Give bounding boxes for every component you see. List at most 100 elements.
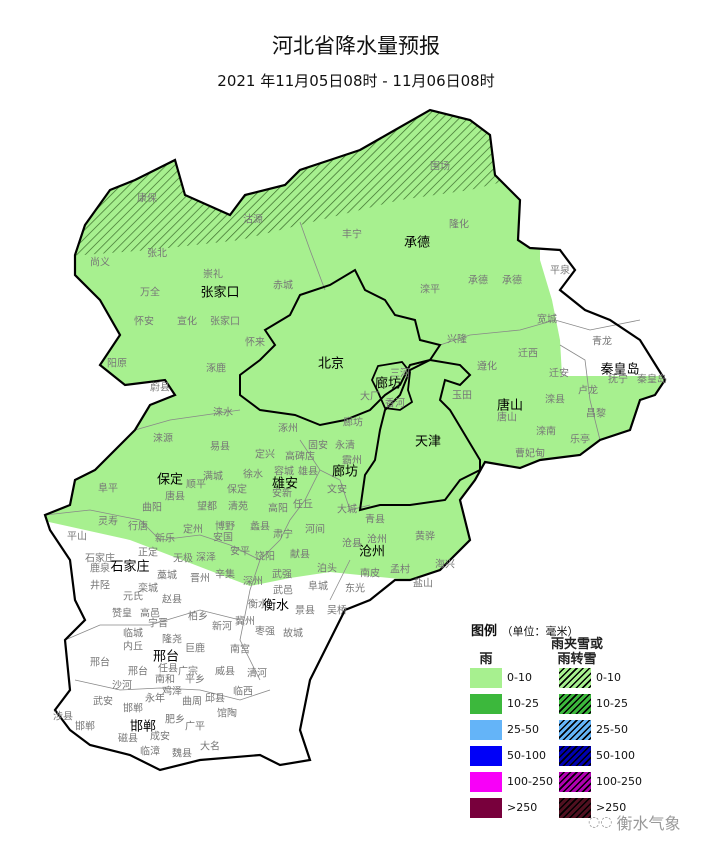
county-label: 唐山 [497, 412, 517, 424]
county-label: 广平 [185, 721, 205, 733]
county-label: 定兴 [255, 449, 275, 461]
city-label: 北京 [317, 356, 345, 372]
county-label: 正定 [138, 547, 158, 559]
legend-sleet-label: 50-100 [596, 749, 635, 762]
county-label: 丰宁 [342, 229, 362, 241]
county-label: 沧州 [367, 534, 387, 546]
county-label: 柏乡 [188, 611, 208, 623]
prefecture-boundaries [44, 221, 641, 701]
county-label: 井陉 [90, 580, 110, 592]
county-label: 赞皇 [112, 608, 132, 620]
county-label: 顺平 [186, 479, 206, 491]
legend-rain-label: 50-100 [507, 749, 546, 762]
county-label: 蠡县 [250, 521, 270, 533]
county-label: 兴隆 [447, 334, 467, 346]
city-label: 保定 [156, 472, 184, 488]
county-label: 景县 [295, 605, 315, 617]
city-label: 廊坊 [331, 464, 359, 480]
county-label: 河间 [305, 524, 325, 536]
county-label: 容城 [274, 466, 294, 478]
county-label: 任丘 [293, 499, 313, 511]
county-label: 内丘 [123, 641, 143, 653]
county-label: 大厂 [360, 391, 380, 403]
county-label: 徐水 [243, 469, 263, 481]
county-label: 黄骅 [415, 531, 435, 543]
county-label: 威县 [215, 666, 235, 678]
county-label: 万全 [140, 287, 160, 299]
county-label: 邯郸 [75, 721, 95, 733]
county-label: 怀安 [134, 316, 154, 328]
county-label: 玉田 [452, 390, 472, 402]
county-label: 唐县 [165, 491, 185, 503]
county-label: 安新 [272, 488, 292, 500]
county-label: 承德 [502, 275, 522, 287]
county-label: 围场 [430, 161, 450, 173]
county-label: 馆陶 [217, 708, 237, 720]
county-label: 广宗 [178, 666, 198, 678]
legend-rain-label: 0-10 [507, 671, 532, 684]
county-label: 枣强 [255, 626, 275, 638]
county-label: 邱县 [205, 693, 225, 705]
county-label: 满城 [203, 471, 223, 483]
county-label: 清河 [247, 668, 267, 680]
county-label: 临西 [233, 686, 253, 698]
county-label: 武安 [93, 696, 113, 708]
county-label: 曲阳 [142, 502, 162, 514]
county-label: 晋州 [190, 573, 210, 585]
legend-sleet-label: 100-250 [596, 775, 642, 788]
county-label: 固安 [308, 440, 328, 452]
county-label: 邢台 [128, 666, 148, 678]
legend-rain-header: 雨 [479, 652, 493, 667]
county-label: 南和 [155, 674, 175, 686]
city-label: 唐山 [496, 398, 524, 414]
county-label: 永年 [145, 693, 165, 705]
langfang-north-boundary [371, 361, 414, 411]
county-label: 宣化 [177, 316, 197, 328]
city-label: 衡水 [262, 598, 290, 614]
county-label: 海兴 [435, 559, 455, 571]
county-label: 霸州 [342, 455, 362, 467]
county-label: 抚宁 [608, 374, 628, 386]
county-label: 永清 [335, 440, 355, 452]
county-label: 栾城 [138, 583, 158, 595]
county-label: 秦皇岛 [637, 374, 667, 386]
county-label: 东光 [345, 583, 365, 595]
county-label: 无极 [173, 553, 193, 565]
county-label: 安平 [230, 546, 250, 558]
county-label: 新乐 [155, 533, 175, 545]
legend-sleet-label: 10-25 [596, 697, 628, 710]
county-label: 涞源 [153, 433, 173, 445]
city-label: 秦皇岛 [600, 362, 640, 378]
county-label: 赵县 [162, 594, 182, 606]
legend-rain-label: >250 [507, 801, 538, 814]
county-label: 遵化 [477, 361, 497, 373]
map-subtitle: 2021 年11月05日08时 - 11月06日08时 [217, 72, 495, 90]
county-label: 蔚县 [150, 382, 170, 394]
county-label: 南皮 [360, 568, 380, 580]
county-label: 冀州 [235, 616, 255, 628]
county-label: 深州 [243, 576, 263, 588]
legend-sleet-header-line2: 雨转雪 [557, 652, 597, 667]
county-label: 献县 [290, 549, 310, 561]
county-label: 肃宁 [273, 529, 293, 541]
wechat-icon: ◌◌ [588, 814, 613, 830]
beijing-boundary [239, 268, 442, 427]
city-label: 张家口 [200, 285, 240, 301]
county-label: 乐亭 [570, 434, 590, 446]
legend-unit: （单位：毫米） [501, 625, 579, 638]
legend-title-text: 图例 [471, 624, 498, 639]
county-label: 武邑 [273, 585, 293, 597]
county-label: 涿鹿 [206, 363, 226, 375]
county-label: 沧县 [342, 538, 362, 550]
city-label: 天津 [414, 434, 442, 450]
county-label: 青龙 [592, 336, 612, 348]
county-label: 卢龙 [578, 385, 598, 397]
legend-rain-label: 10-25 [507, 697, 539, 710]
county-label: 平乡 [185, 674, 205, 686]
map-title: 河北省降水量预报 [272, 34, 440, 58]
county-label: 曹妃甸 [515, 448, 545, 460]
county-label: 沽源 [243, 214, 263, 226]
county-label: 赤城 [273, 280, 293, 292]
county-label: 临漳 [140, 746, 160, 758]
